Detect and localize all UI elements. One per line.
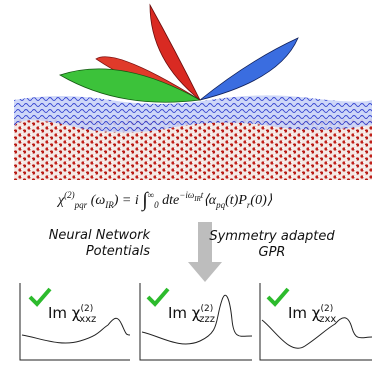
method-label: GPR — [259, 245, 286, 260]
panel-label-sub: zxx — [319, 314, 336, 325]
equation-part: pq — [215, 200, 226, 210]
panel-label: Im χ(2)zxx — [288, 304, 336, 325]
simulation-image — [14, 5, 372, 180]
equation-part: dte — [159, 193, 180, 208]
method-label: Potentials — [86, 244, 150, 259]
equation-part: ) = i — [113, 193, 143, 208]
equation-part: IR — [104, 200, 114, 210]
panel-label-sup: (2) — [80, 304, 93, 314]
panel-label: Im χ(2)zzz — [168, 304, 215, 325]
check-marks — [30, 289, 288, 304]
panel-label-main: Im χ — [168, 304, 201, 322]
figure: χ(2)pqr (ωIR) = i ∫∞0 dte−iωIRt⟨αpq(t)Pr… — [0, 0, 372, 366]
panel-label-main: Im χ — [48, 304, 81, 322]
panel-label-sub: zzz — [199, 314, 215, 325]
equation-part: ⟨α — [203, 193, 216, 208]
equation-part: (0)⟩ — [250, 193, 272, 208]
panel-label-sup: (2) — [320, 304, 333, 314]
equation-part: ∞ — [148, 190, 154, 200]
panel-label-sup: (2) — [200, 304, 213, 314]
panel-label-main: Im χ — [288, 304, 321, 322]
panel-label: Im χ(2)xxz — [48, 304, 96, 325]
equation-part: −iω — [179, 190, 194, 200]
equation-part: pqr — [74, 200, 88, 210]
panel-label-sub: xxz — [79, 314, 96, 325]
equation-part: (ω — [87, 193, 105, 208]
equation: χ(2)pqr (ωIR) = i ∫∞0 dte−iωIRt⟨αpq(t)Pr… — [56, 189, 273, 212]
equation-part: (t)P — [225, 193, 247, 208]
method-label: Neural Network — [49, 228, 151, 243]
method-label: Symmetry adapted — [209, 229, 335, 244]
equation-part: (2) — [64, 190, 75, 200]
